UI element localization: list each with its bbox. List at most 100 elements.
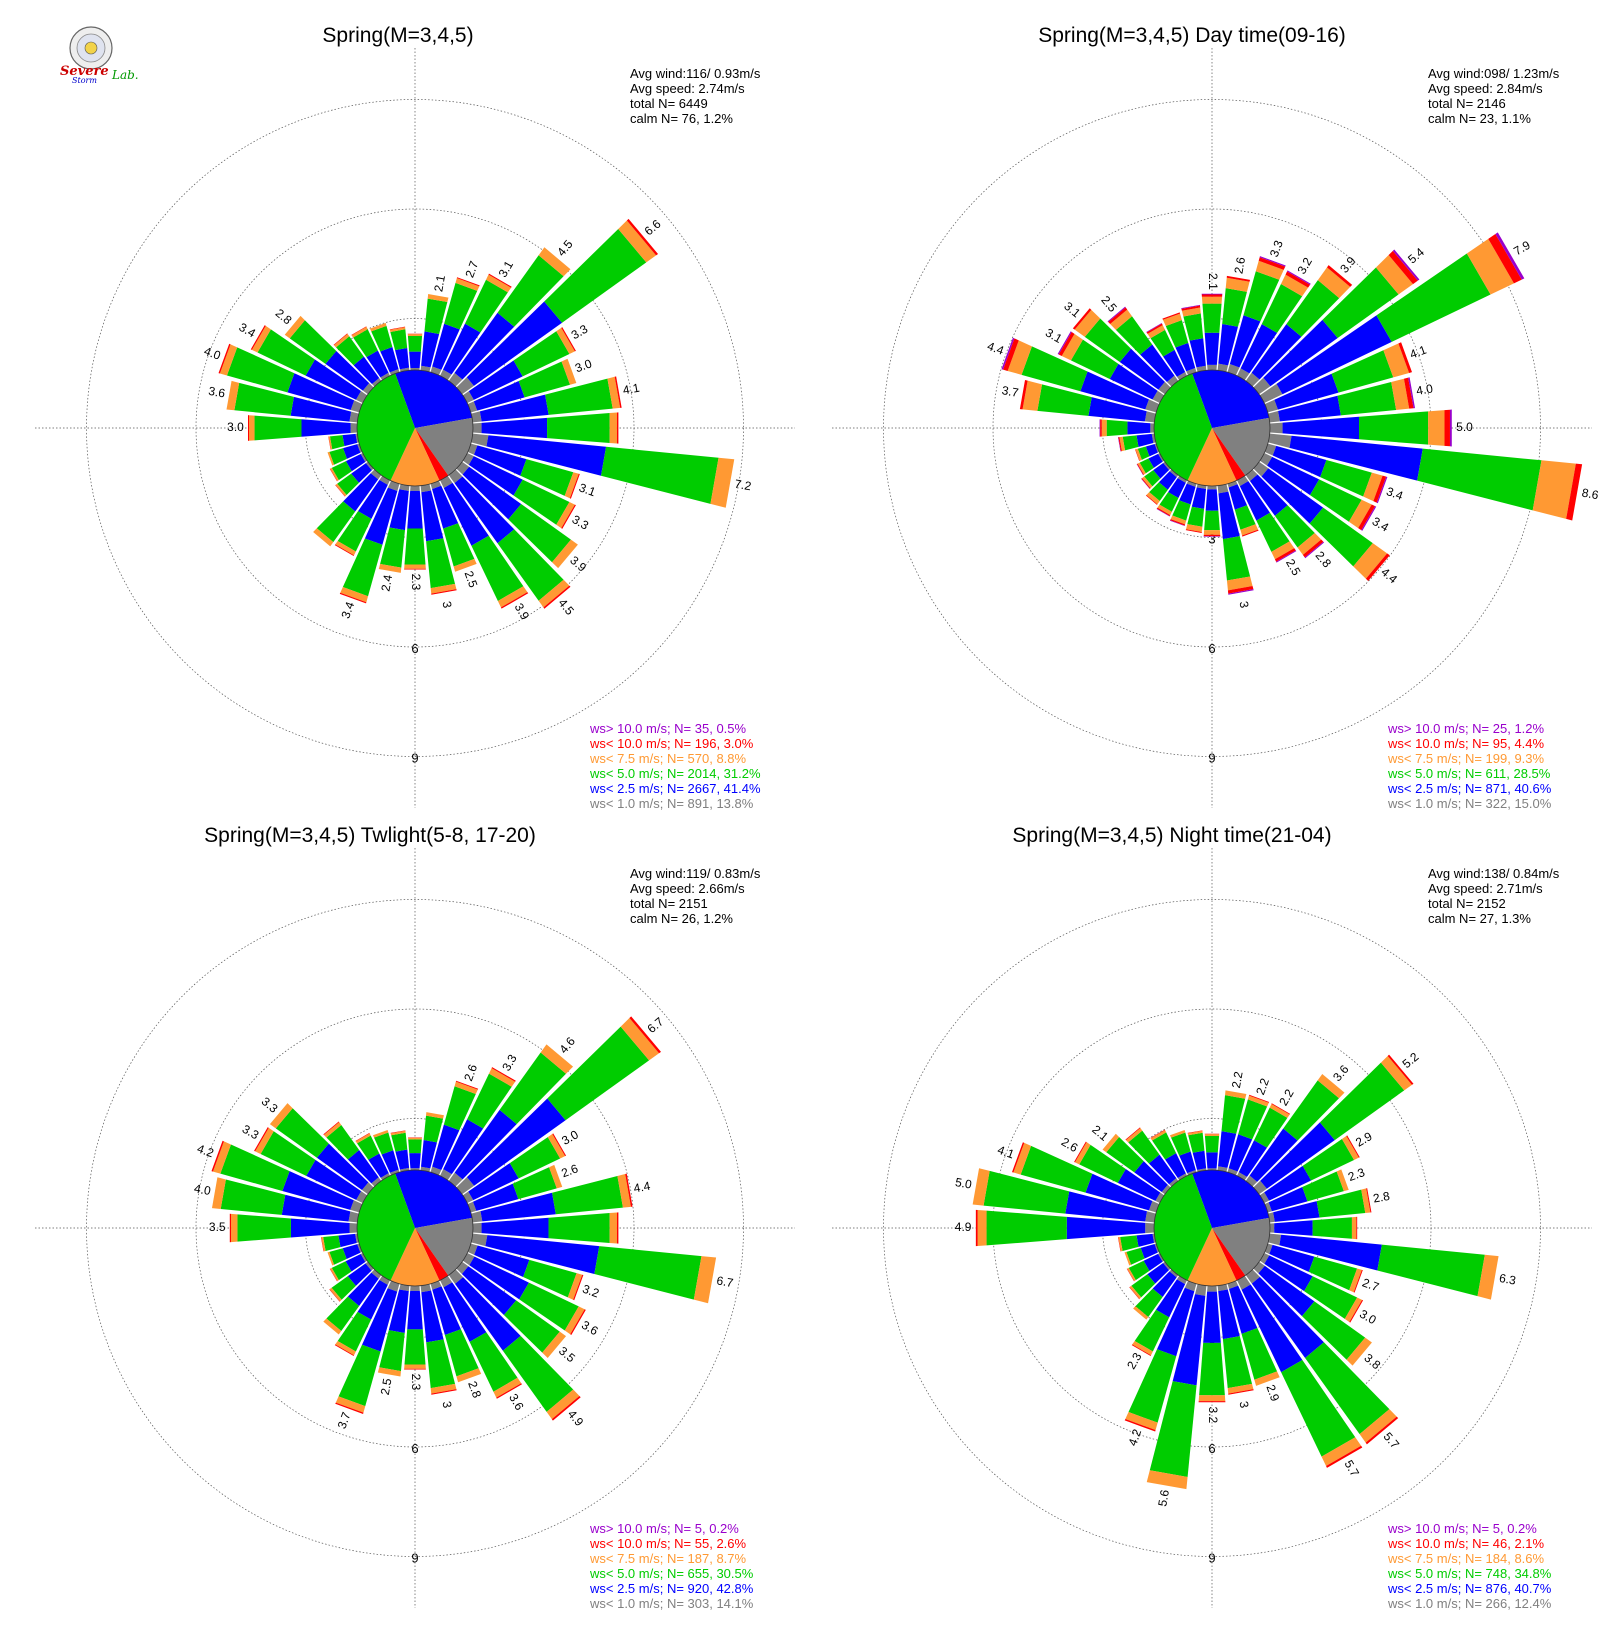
ring-label: 6 xyxy=(411,641,418,656)
petal-segment-lt1 xyxy=(471,1233,488,1247)
petal-segment-lt5 xyxy=(1301,1301,1366,1360)
petal-segment-lt1 xyxy=(371,1177,382,1187)
petal-segment-lt10 xyxy=(1388,250,1418,285)
center-pie-slice-lt1 xyxy=(1212,417,1271,476)
petal-segment-lt5 xyxy=(1337,381,1397,416)
petal-segment-lt1 xyxy=(1176,372,1187,381)
petal-segment-lt75 xyxy=(330,1267,339,1282)
petal-segment-lt1 xyxy=(1268,1212,1275,1223)
petal-segment-lt1 xyxy=(471,1211,483,1223)
petal-segment-lt10 xyxy=(229,1213,232,1243)
petal-segment-lt10 xyxy=(335,1402,364,1414)
center-pie-slice-lt5 xyxy=(357,1173,415,1281)
petal-segment-lt25 xyxy=(316,1143,369,1191)
petal-segment-lt25 xyxy=(325,350,370,391)
petal-segment-lt10 xyxy=(1365,1416,1399,1445)
stats-calm: calm N= 76, 1.2% xyxy=(630,111,733,126)
panel-title: Spring(M=3,4,5) Day time(09-16) xyxy=(1038,24,1346,47)
petal-segment-lt1 xyxy=(1176,1275,1187,1285)
petal-segment-lt1 xyxy=(1163,1261,1171,1271)
petal-segment-lt5 xyxy=(371,325,393,352)
petal-segment-gt10 xyxy=(1141,478,1150,490)
petal-segment-lt1 xyxy=(1145,1222,1155,1234)
center-pie-slice-lt1 xyxy=(415,417,473,476)
petal-segment-lt25 xyxy=(421,1140,437,1169)
petal-segment-lt5 xyxy=(379,1330,405,1372)
petal-segment-lt10 xyxy=(333,333,348,346)
petal-segment-lt10 xyxy=(1398,342,1413,373)
petal-segment-lt5 xyxy=(544,228,647,323)
petal-segment-lt75 xyxy=(972,1168,990,1206)
petal-segment-lt5 xyxy=(1202,303,1222,333)
petal-segment-lt25 xyxy=(1203,1291,1221,1343)
petal-total-label: 2.1 xyxy=(1089,1122,1111,1144)
center-pie-slice-lt75 xyxy=(390,1228,440,1286)
petal-segment-lt75 xyxy=(1102,1133,1120,1153)
petal-segment-lt10 xyxy=(491,1067,516,1082)
petal-segment-lt10 xyxy=(329,1268,338,1282)
petal-total-label: 3.4 xyxy=(1370,514,1392,535)
petal-total-label: 3 xyxy=(1237,600,1252,609)
petal-segment-lt10 xyxy=(1366,1188,1372,1213)
petal-segment-lt25 xyxy=(389,489,409,531)
petal-segment-lt1 xyxy=(1177,475,1187,483)
petal-segment-lt5 xyxy=(1234,505,1256,530)
petal-segment-lt75 xyxy=(372,1129,389,1138)
petal-segment-lt25 xyxy=(1218,491,1240,540)
petal-total-label: 3.2 xyxy=(1206,1406,1220,1423)
petal-segment-lt75 xyxy=(1247,1095,1269,1107)
petal-segment-lt75 xyxy=(609,1212,617,1244)
petal-total-label: 3.2 xyxy=(581,1282,602,1301)
petal-segment-lt75 xyxy=(1142,476,1153,489)
petal-segment-lt10 xyxy=(1125,1127,1141,1141)
petal-segment-lt10 xyxy=(1227,585,1254,594)
center-pie-slice-lt10 xyxy=(1212,1228,1246,1281)
petal-segment-lt25 xyxy=(1251,324,1302,380)
petal-segment-lt5 xyxy=(1106,419,1128,437)
legend-entry-lt25: ws< 2.5 m/s; N= 876, 40.7% xyxy=(1387,1581,1552,1596)
petal-total-label: 4.1 xyxy=(1408,343,1429,362)
petal-segment-lt10 xyxy=(1566,463,1583,521)
petal-segment-lt5 xyxy=(1331,350,1394,393)
petal-segment-lt75 xyxy=(219,344,238,376)
petal-segment-lt25 xyxy=(1218,1131,1237,1168)
petal-segment-lt10 xyxy=(1226,275,1251,282)
petal-segment-lt25 xyxy=(1204,332,1220,365)
petal-segment-lt25 xyxy=(481,417,548,439)
petal-segment-lt75 xyxy=(564,472,579,499)
petal-segment-lt5 xyxy=(1159,492,1179,512)
petal-segment-lt10 xyxy=(328,436,331,450)
logo-text-storm: Storm xyxy=(72,76,97,85)
petal-segment-lt75 xyxy=(1466,238,1514,295)
petal-segment-lt10 xyxy=(1187,1130,1203,1134)
petal-segment-lt1 xyxy=(1259,1253,1270,1264)
ring-label: 6 xyxy=(1208,641,1215,656)
petal-segment-lt75 xyxy=(330,467,339,482)
petal-segment-lt5 xyxy=(471,535,524,601)
petal-segment-lt5 xyxy=(426,1339,456,1389)
petal-segment-lt10 xyxy=(329,468,338,482)
petal-segment-lt75 xyxy=(547,1133,566,1159)
stats-total: total N= 2146 xyxy=(1428,96,1506,111)
petal-segment-lt25 xyxy=(1249,1128,1298,1182)
petal-segment-lt10 xyxy=(1156,507,1171,517)
petal-total-label: 4.9 xyxy=(565,1407,587,1429)
legend-entry-lt1: ws< 1.0 m/s; N= 303, 14.1% xyxy=(589,1596,754,1611)
petal-segment-lt5 xyxy=(1144,470,1161,487)
petal-segment-lt25 xyxy=(1140,1244,1158,1259)
petal-segment-lt1 xyxy=(380,1173,390,1181)
petal-segment-lt75 xyxy=(710,457,735,508)
petal-segment-lt25 xyxy=(1278,395,1341,422)
petal-total-label: 3.4 xyxy=(338,600,357,621)
panel-title: Spring(M=3,4,5) Twlight(5-8, 17-20) xyxy=(204,824,536,847)
petal-segment-lt25 xyxy=(1238,1140,1267,1177)
petal-segment-lt1 xyxy=(399,1167,410,1172)
petal-segment-gt10 xyxy=(1228,589,1254,595)
petal-segment-lt25 xyxy=(1153,462,1170,479)
petal-segment-lt75 xyxy=(693,1256,717,1304)
petal-segment-lt25 xyxy=(364,487,398,545)
petal-segment-lt25 xyxy=(1127,421,1151,435)
center-pie-slice-lt75 xyxy=(1187,1228,1237,1286)
petal-segment-lt25 xyxy=(1175,342,1196,372)
